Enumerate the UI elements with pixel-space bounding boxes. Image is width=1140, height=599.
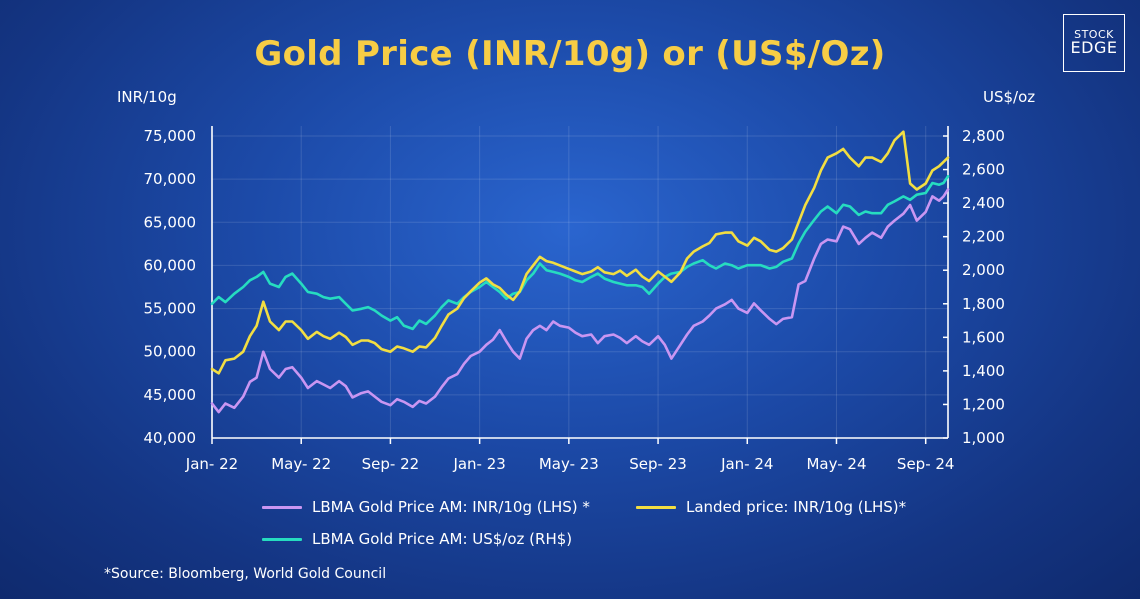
x-tick-label: Sep- 23 [629,455,687,473]
x-tick-label: Sep- 22 [362,455,420,473]
right-axis-unit: US$/oz [983,88,1036,106]
legend-swatch [262,505,302,509]
logo-text-line2: EDGE [1070,38,1118,58]
left-axis-unit: INR/10g [117,88,177,106]
tick-labels: 40,000 45,000 50,000 55,000 60,000 65,000 70,0… [144,127,1005,473]
legend-item-usd-lbma: LBMA Gold Price AM: US$/oz (RH$) [262,530,572,548]
legend-swatch [262,537,302,541]
right-tick-label: 2,400 [962,194,1005,212]
stockedge-logo: STOCK EDGE [1063,14,1125,72]
axes [211,126,949,444]
x-tick-label: Jan- 23 [452,455,505,473]
left-tick-label: 40,000 [144,429,197,447]
right-tick-label: 1,200 [962,395,1005,413]
source-note: *Source: Bloomberg, World Gold Council [104,566,387,582]
left-tick-label: 65,000 [144,213,197,231]
series-line-usd-lbma [210,175,950,331]
right-tick-label: 2,800 [962,127,1005,145]
right-tick-label: 1,400 [962,362,1005,380]
series-line-landed [210,130,950,375]
series-lines [210,130,950,414]
left-tick-label: 50,000 [144,343,197,361]
legend-label: LBMA Gold Price AM: INR/10g (LHS) * [312,498,590,516]
left-tick-label: 70,000 [144,170,197,188]
chart-title: Gold Price (INR/10g) or (US$/Oz) [254,34,886,74]
x-tick-label: Jan- 22 [185,455,238,473]
x-tick-label: Jan- 24 [720,455,773,473]
legend-item-inr-lbma: LBMA Gold Price AM: INR/10g (LHS) * [262,498,590,516]
left-tick-label: 60,000 [144,256,197,274]
left-tick-label: 75,000 [144,127,197,145]
x-tick-label: May- 22 [271,455,331,473]
left-tick-label: 55,000 [144,300,197,318]
right-tick-label: 2,600 [962,161,1005,179]
right-tick-label: 1,600 [962,328,1005,346]
logo-text-line1: STOCK [1074,27,1114,41]
x-tick-label: May- 24 [806,455,866,473]
series-line-inr-lbma [210,188,950,414]
right-tick-label: 2,200 [962,228,1005,246]
legend-item-landed: Landed price: INR/10g (LHS)* [636,498,906,516]
x-tick-label: Sep- 24 [897,455,955,473]
left-tick-label: 45,000 [144,386,197,404]
x-tick-label: May- 23 [539,455,599,473]
right-tick-label: 1,800 [962,295,1005,313]
right-tick-label: 1,000 [962,429,1005,447]
legend-label: LBMA Gold Price AM: US$/oz (RH$) [312,530,573,548]
legend-swatch [636,505,676,509]
legend-label: Landed price: INR/10g (LHS)* [686,498,907,516]
right-tick-label: 2,000 [962,261,1005,279]
